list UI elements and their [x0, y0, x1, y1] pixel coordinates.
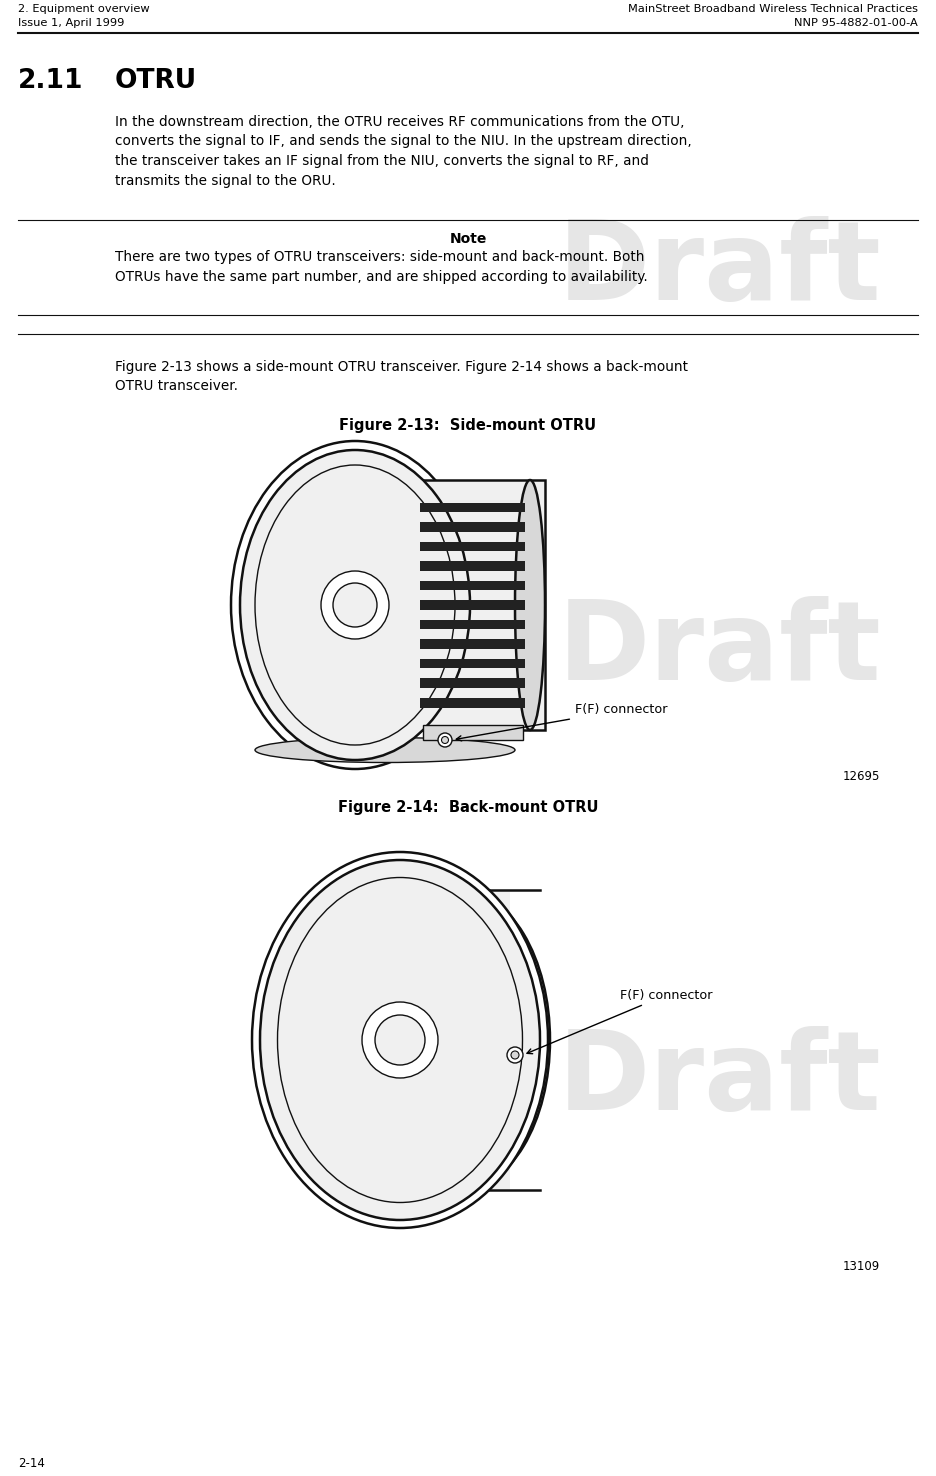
Bar — [420, 677, 525, 688]
Bar — [423, 725, 523, 739]
Circle shape — [438, 734, 452, 747]
Bar — [410, 890, 510, 1190]
Text: F(F) connector: F(F) connector — [527, 989, 712, 1054]
Bar — [420, 601, 525, 610]
Text: Draft: Draft — [558, 217, 882, 323]
Text: In the downstream direction, the OTRU receives RF communications from the OTU,
c: In the downstream direction, the OTRU re… — [115, 115, 692, 187]
Ellipse shape — [231, 441, 479, 769]
Circle shape — [321, 571, 389, 639]
Bar — [420, 561, 525, 571]
Ellipse shape — [240, 450, 470, 760]
Text: 12695: 12695 — [842, 770, 880, 782]
Text: 13109: 13109 — [842, 1261, 880, 1272]
Ellipse shape — [515, 480, 545, 731]
Text: NNP 95-4882-01-00-A: NNP 95-4882-01-00-A — [795, 18, 918, 28]
Ellipse shape — [252, 852, 548, 1228]
Circle shape — [375, 1015, 425, 1066]
Circle shape — [511, 1051, 519, 1058]
Text: Figure 2-13 shows a side-mount OTRU transceiver. Figure 2-14 shows a back-mount
: Figure 2-13 shows a side-mount OTRU tran… — [115, 360, 688, 394]
Ellipse shape — [370, 890, 550, 1190]
Text: Note: Note — [449, 232, 487, 246]
Circle shape — [507, 1046, 523, 1063]
Ellipse shape — [255, 738, 515, 763]
Circle shape — [333, 583, 377, 627]
Text: Figure 2-13:  Side-mount OTRU: Figure 2-13: Side-mount OTRU — [340, 418, 596, 432]
Bar — [420, 502, 525, 512]
Bar — [420, 698, 525, 707]
Circle shape — [442, 737, 448, 744]
Ellipse shape — [260, 861, 540, 1221]
Bar — [420, 639, 525, 649]
Bar — [420, 658, 525, 669]
Text: There are two types of OTRU transceivers: side-mount and back-mount. Both
OTRUs : There are two types of OTRU transceivers… — [115, 249, 648, 283]
Text: Issue 1, April 1999: Issue 1, April 1999 — [18, 18, 124, 28]
Text: 2-14: 2-14 — [18, 1457, 45, 1470]
Ellipse shape — [277, 878, 522, 1203]
Text: 2. Equipment overview: 2. Equipment overview — [18, 4, 150, 13]
Bar — [420, 580, 525, 590]
Bar — [420, 620, 525, 629]
Text: Figure 2-14:  Back-mount OTRU: Figure 2-14: Back-mount OTRU — [338, 800, 598, 815]
Text: OTRU: OTRU — [115, 68, 197, 94]
Text: MainStreet Broadband Wireless Technical Practices: MainStreet Broadband Wireless Technical … — [628, 4, 918, 13]
Ellipse shape — [255, 465, 455, 745]
Text: Draft: Draft — [558, 596, 882, 704]
Circle shape — [362, 1002, 438, 1077]
Bar — [415, 480, 545, 731]
Text: 2.11: 2.11 — [18, 68, 83, 94]
Text: F(F) connector: F(F) connector — [456, 704, 667, 741]
Bar — [420, 542, 525, 552]
Bar — [420, 523, 525, 531]
Text: Draft: Draft — [558, 1026, 882, 1134]
